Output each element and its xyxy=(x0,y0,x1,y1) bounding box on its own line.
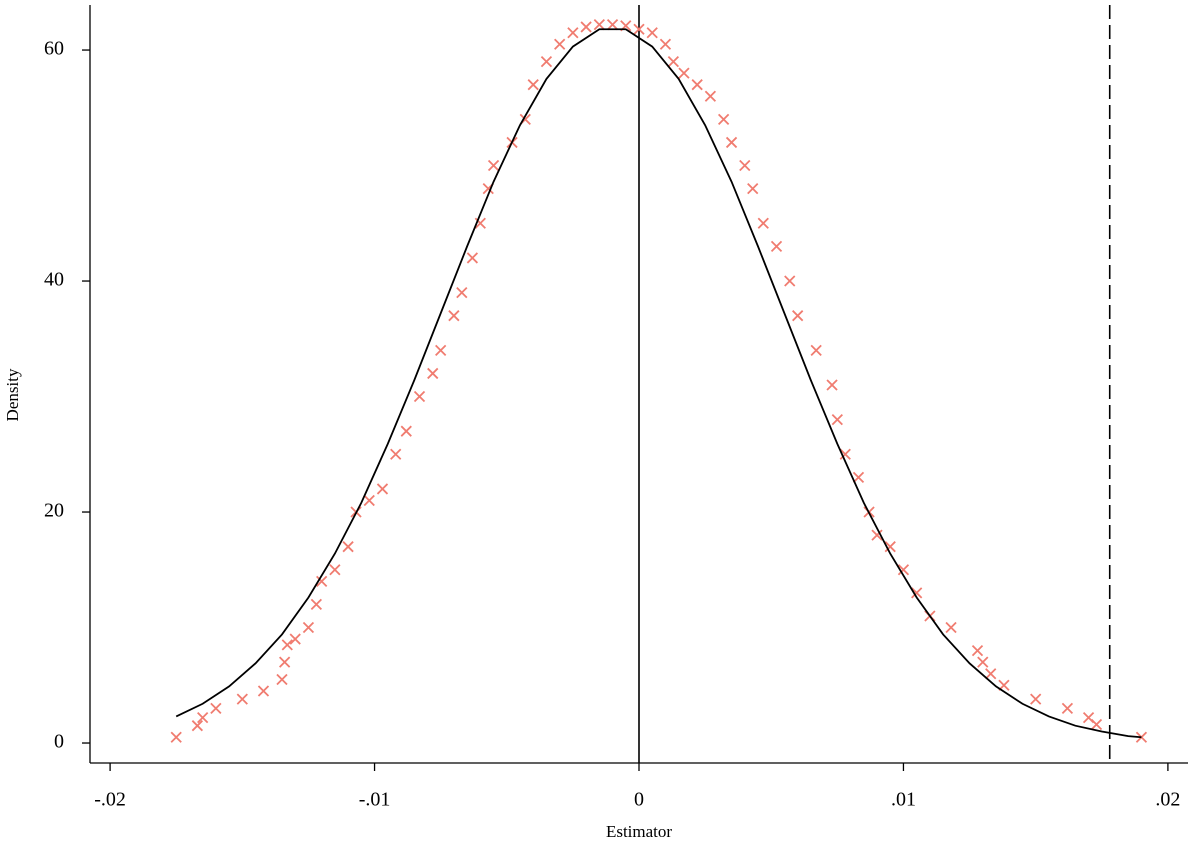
x-tick-label: .02 xyxy=(1155,789,1180,811)
x-tick-label: .01 xyxy=(891,789,916,811)
x-marker xyxy=(871,529,883,541)
x-marker xyxy=(257,685,270,697)
x-marker xyxy=(757,217,769,229)
x-marker xyxy=(792,310,804,322)
x-marker xyxy=(739,159,751,172)
y-tick-label: 20 xyxy=(44,500,64,522)
x-marker xyxy=(554,38,566,50)
y-axis-label: Density xyxy=(3,368,22,421)
x-marker xyxy=(606,18,619,31)
x-marker xyxy=(289,633,301,645)
x-marker xyxy=(435,344,447,356)
x-marker xyxy=(448,310,460,322)
x-marker xyxy=(770,240,783,253)
x-marker xyxy=(427,367,439,380)
x-marker xyxy=(191,720,204,732)
x-marker xyxy=(363,494,375,507)
x-marker xyxy=(527,79,539,91)
x-marker xyxy=(567,27,579,39)
x-marker xyxy=(911,587,923,599)
x-marker xyxy=(210,702,222,715)
x-marker xyxy=(717,113,730,125)
x-marker xyxy=(329,564,341,576)
x-marker xyxy=(725,136,738,149)
x-marker xyxy=(593,18,605,31)
x-marker xyxy=(852,471,865,484)
x-marker xyxy=(170,731,182,743)
x-marker xyxy=(897,564,910,576)
density-curve xyxy=(175,28,1142,739)
x-marker xyxy=(667,55,680,68)
x-marker xyxy=(540,55,553,68)
x-marker xyxy=(784,275,796,287)
x-marker xyxy=(985,668,997,680)
x-marker xyxy=(704,90,717,102)
x-marker xyxy=(633,23,645,35)
y-tick-label: 40 xyxy=(44,269,64,291)
x-marker xyxy=(281,639,293,651)
x-marker xyxy=(945,621,957,634)
x-marker xyxy=(691,79,703,91)
x-marker xyxy=(971,644,984,657)
x-marker xyxy=(1090,718,1103,731)
x-marker xyxy=(342,541,354,553)
x-marker xyxy=(413,390,426,403)
x-marker xyxy=(1061,702,1074,715)
x-marker xyxy=(276,673,288,686)
y-tick-label: 60 xyxy=(44,38,64,60)
x-marker xyxy=(302,621,315,634)
x-marker xyxy=(197,711,209,724)
y-tick-label: 0 xyxy=(54,731,64,753)
x-marker xyxy=(1030,693,1042,705)
x-marker xyxy=(278,656,291,668)
x-marker xyxy=(236,693,248,705)
x-marker xyxy=(487,159,500,172)
x-marker xyxy=(678,67,690,79)
x-marker xyxy=(390,448,402,460)
x-tick-label: 0 xyxy=(634,789,644,811)
x-marker xyxy=(826,379,838,391)
x-marker xyxy=(831,413,843,426)
x-marker xyxy=(884,541,896,553)
x-marker xyxy=(316,575,328,587)
x-axis-label: Estimator xyxy=(606,822,672,841)
x-marker xyxy=(977,656,989,668)
x-marker xyxy=(747,183,759,195)
x-marker xyxy=(310,598,323,611)
x-marker xyxy=(456,286,468,299)
x-marker xyxy=(646,27,658,39)
x-marker xyxy=(466,252,479,264)
x-marker xyxy=(659,38,672,50)
x-tick-label: -.02 xyxy=(94,789,126,811)
x-tick-label: -.01 xyxy=(359,789,391,811)
x-marker xyxy=(839,448,851,460)
x-marker xyxy=(1135,731,1148,743)
x-marker xyxy=(400,425,412,437)
x-marker xyxy=(376,483,389,495)
x-marker xyxy=(810,344,822,356)
x-marker xyxy=(580,21,592,33)
